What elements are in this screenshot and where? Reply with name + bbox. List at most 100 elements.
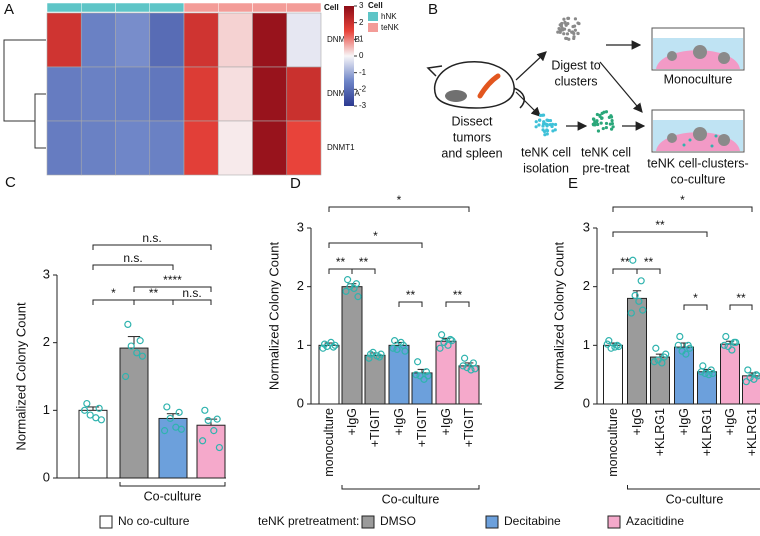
cell-dot (596, 129, 601, 133)
data-point (754, 372, 760, 380)
significance-label: * (680, 193, 685, 207)
significance-label: ** (149, 286, 159, 300)
column-annotation (81, 2, 116, 13)
data-point (177, 425, 185, 433)
cell-dot (566, 16, 570, 20)
heatmap-cell (183, 120, 219, 176)
row-label: DNMT3B (327, 35, 360, 44)
cell-dot (566, 22, 570, 26)
legend-swatch (361, 515, 375, 529)
cell-dot (534, 120, 538, 124)
heatmap-cell (46, 66, 82, 122)
data-point (446, 335, 454, 344)
significance-bracket (729, 304, 753, 310)
cell-dot (576, 21, 580, 25)
legend-label: teNK (381, 23, 399, 32)
data-point (615, 342, 623, 351)
y-tick-label: 1 (43, 402, 50, 417)
data-point (631, 291, 639, 300)
data-point (420, 375, 428, 383)
data-point (650, 358, 658, 366)
data-point (611, 343, 619, 351)
cell-dot (591, 117, 596, 121)
cell-dot (558, 28, 563, 33)
significance-bracket (612, 206, 753, 212)
group-bracket (341, 485, 480, 490)
legend: No co-culture teNK pretreatment: (99, 514, 359, 529)
data-point (127, 342, 135, 350)
cell-dot (565, 32, 570, 36)
significance-label: ** (453, 288, 463, 302)
column-annotation (149, 2, 185, 13)
cell-dot (567, 28, 571, 33)
bar (603, 344, 623, 405)
cell-dot (562, 32, 566, 36)
cell-dot (604, 121, 609, 126)
data-point (161, 427, 169, 435)
cell-dot (595, 112, 599, 117)
data-point (461, 354, 469, 362)
data-point (720, 341, 728, 349)
data-point (459, 362, 467, 370)
heatmap-cell (80, 12, 116, 68)
x-tick-label: monoculture (322, 408, 336, 477)
data-point (350, 284, 358, 293)
x-tick-label: +KLRG1 (745, 408, 759, 456)
colorbar-tick-label: -2 (359, 84, 367, 93)
diagram-label: tumors (453, 130, 491, 144)
diagram-label: isolation (523, 161, 569, 175)
colorbar-tick-label: 3 (359, 1, 364, 10)
arrows (515, 40, 646, 131)
data-point (746, 374, 754, 382)
significance-label: **** (163, 273, 182, 287)
data-point (438, 331, 446, 339)
panel-label: B (428, 1, 438, 18)
heatmap-cell (149, 66, 185, 122)
data-point (682, 350, 690, 358)
diagram-label: co-culture (671, 172, 726, 186)
cell-dot (565, 36, 569, 41)
legend-swatch (368, 23, 378, 32)
cell-dot (573, 17, 578, 21)
data-point (699, 362, 707, 370)
error-bar (417, 368, 427, 373)
data-point (163, 403, 171, 411)
bar (78, 409, 108, 479)
data-point (742, 378, 750, 386)
data-point (722, 332, 730, 341)
heatmap-cell (217, 12, 253, 68)
group-label: Co-culture (382, 492, 440, 506)
diagram-label: teNK cell-clusters- (647, 156, 748, 170)
y-axis-title: Normalized Colony Count (13, 302, 28, 451)
data-point (83, 399, 91, 408)
data-point (213, 415, 221, 423)
heatmap-cell (149, 12, 185, 68)
row-label: DNMT3A (327, 89, 361, 98)
significance-bracket (92, 264, 174, 270)
cell-dot (610, 119, 614, 123)
heatmap-cell (252, 120, 288, 176)
data-point (342, 287, 350, 295)
panel-label: E (568, 175, 578, 192)
column-annotation (218, 2, 253, 13)
row-label: DNMT1 (327, 143, 355, 152)
y-axis-title: Normalized Colony Count (266, 242, 281, 391)
y-tick-label: 0 (297, 395, 304, 410)
heatmap-cell (46, 12, 82, 68)
cell-dot (559, 24, 564, 28)
x-tick-label: +IgG (345, 408, 359, 435)
data-point (346, 283, 354, 291)
data-point (422, 368, 430, 376)
column-annotation (286, 2, 322, 13)
significance-label: ** (620, 255, 630, 269)
significance-bracket (92, 299, 135, 305)
data-point (697, 368, 705, 376)
diagram-label: Monoculture (664, 72, 733, 86)
data-point (607, 344, 615, 352)
significance-label: n.s. (182, 286, 201, 300)
cell-dot (611, 125, 615, 129)
data-point (424, 372, 432, 380)
data-point (97, 416, 106, 424)
heatmap-cell (183, 12, 219, 68)
bar (119, 347, 149, 479)
